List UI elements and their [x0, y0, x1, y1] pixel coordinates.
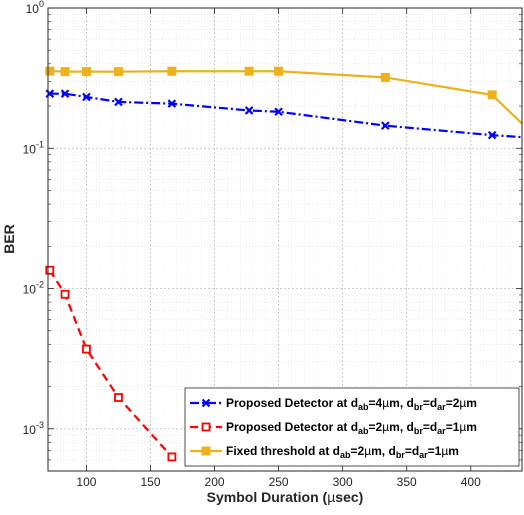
- series-1-point: [381, 121, 390, 130]
- x-tick-label: 200: [205, 475, 225, 489]
- x-tick-label: 400: [461, 475, 481, 489]
- series-2-point: [60, 289, 70, 299]
- series-1-point-stroke: [167, 99, 177, 108]
- series-1-point: [274, 107, 283, 117]
- x-tick-label: 300: [333, 475, 353, 489]
- x-tick-label: 100: [76, 475, 96, 489]
- legend-marker: [201, 398, 211, 408]
- series-1-point-stroke: [244, 106, 254, 115]
- series-1-point: [60, 89, 70, 98]
- legend-marker: [201, 422, 211, 432]
- y-tick-labels: 10-3 10-2 10-1 100: [23, 0, 44, 437]
- series-1-point: [114, 97, 123, 107]
- series-3-point: [113, 67, 123, 77]
- x-tick-label: 350: [397, 475, 417, 489]
- series-2: [45, 265, 177, 462]
- series-3-point: [244, 66, 254, 76]
- x-axis-label: Symbol Duration (µsec): [207, 489, 364, 505]
- legend-entry-3: Fixed threshold at dab=2µm, dbr=dar=1µm: [190, 444, 459, 460]
- series-3-point: [167, 66, 177, 76]
- series-1-point-stroke: [487, 130, 497, 140]
- y-tick-label: 100: [26, 0, 44, 16]
- legend-marker-stroke: [201, 398, 211, 408]
- series-1-point: [244, 106, 254, 115]
- legend-label: Proposed Detector at dab=4µm, dbr=dar=2µ…: [226, 396, 477, 412]
- series-3-point: [60, 67, 70, 77]
- legend-box: [184, 387, 520, 467]
- series-1-point-stroke: [274, 107, 283, 117]
- series-1-point-stroke: [45, 89, 55, 98]
- series-2-point: [45, 265, 55, 275]
- series-1-point: [45, 89, 55, 98]
- x-tick-label: 150: [140, 475, 160, 489]
- legend: Proposed Detector at dab=4µm, dbr=dar=2µ…: [184, 387, 520, 467]
- series-3-point: [380, 72, 390, 82]
- series-1-point: [487, 130, 497, 140]
- y-tick-label: 10-3: [23, 420, 44, 437]
- series-layer: [45, 66, 523, 462]
- legend-entry-2: Proposed Detector at dab=2µm, dbr=dar=1µ…: [190, 420, 477, 436]
- plot-frame: [47, 7, 523, 472]
- series-2-point: [82, 344, 91, 354]
- series-1-point-stroke: [60, 89, 70, 98]
- series-1: [45, 89, 523, 140]
- series-3-line: [49, 69, 523, 125]
- y-tick-label: 10-2: [23, 280, 44, 297]
- legend-marker: [201, 446, 211, 456]
- series-2-point: [114, 393, 123, 402]
- series-1-point-stroke: [381, 121, 390, 130]
- series-1-point: [82, 92, 91, 102]
- x-tick-labels: 100 150 200 250 300 350 400: [76, 475, 481, 489]
- series-3-point: [45, 66, 55, 76]
- series-1-point-stroke: [114, 97, 123, 107]
- axis-ticks: [48, 7, 522, 471]
- y-axis-label: BER: [1, 224, 17, 254]
- x-tick-label: 250: [269, 475, 289, 489]
- series-1-line: [49, 92, 523, 139]
- minor-grid: [47, 8, 522, 471]
- y-tick-label: 10-1: [23, 139, 44, 156]
- series-3-point: [81, 67, 91, 77]
- series-2-point: [167, 452, 177, 462]
- series-2-line: [48, 269, 173, 458]
- series-3: [45, 66, 523, 125]
- series-3-point: [274, 66, 284, 76]
- series-1-point: [167, 99, 177, 108]
- series-1-point-stroke: [82, 92, 91, 102]
- legend-label: Proposed Detector at dab=2µm, dbr=dar=1µ…: [226, 420, 477, 436]
- legend-label: Fixed threshold at dab=2µm, dbr=dar=1µm: [226, 444, 459, 460]
- series-3-point: [487, 90, 497, 100]
- legend-entry-1: Proposed Detector at dab=4µm, dbr=dar=2µ…: [190, 396, 477, 412]
